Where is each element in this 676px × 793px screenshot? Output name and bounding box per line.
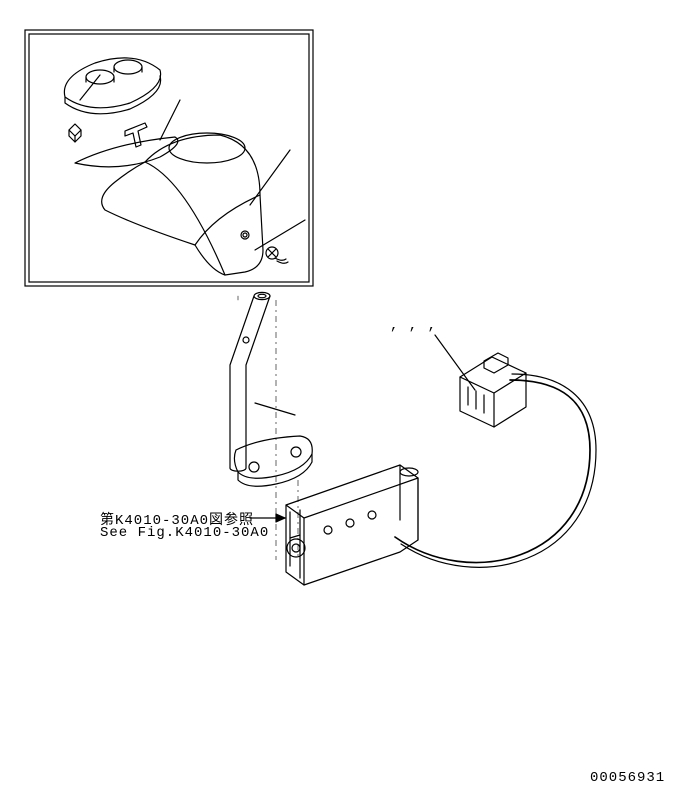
technical-diagram xyxy=(0,0,676,793)
comma-callouts: , , , xyxy=(390,318,437,334)
reference-en-label: See Fig.K4010-30A0 xyxy=(100,525,269,541)
doc-number-label: 00056931 xyxy=(590,770,665,786)
